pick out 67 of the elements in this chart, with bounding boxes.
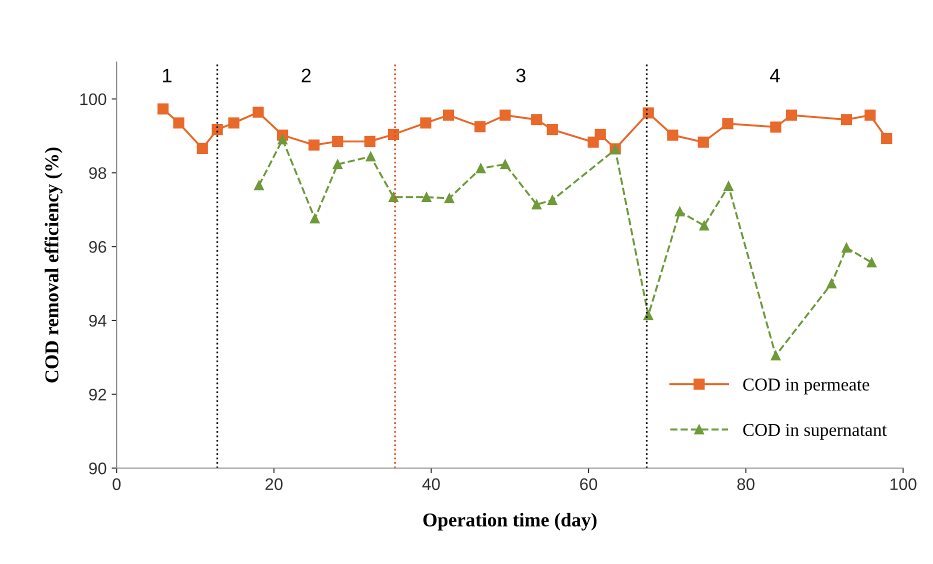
y-tick-label: 96 xyxy=(89,241,106,253)
point xyxy=(474,121,486,132)
point xyxy=(444,193,454,204)
point xyxy=(842,242,852,253)
y-tick-label: 100 xyxy=(80,93,106,106)
y-tick-label: 94 xyxy=(89,314,106,327)
point xyxy=(442,110,454,121)
x-tick-label: 40 xyxy=(422,478,440,490)
point xyxy=(770,121,782,133)
annotation: 3 xyxy=(516,68,526,82)
annotation: 4 xyxy=(770,68,780,82)
point xyxy=(212,124,223,136)
point xyxy=(228,117,240,129)
point xyxy=(500,110,511,121)
legend-label: COD in permeate xyxy=(743,378,870,394)
annotation: 2 xyxy=(302,68,311,82)
point xyxy=(366,152,376,162)
point xyxy=(722,118,734,130)
point xyxy=(531,114,542,126)
x-tick-label: 0 xyxy=(112,478,121,490)
point xyxy=(643,310,654,320)
point xyxy=(546,124,558,136)
point xyxy=(476,164,486,174)
point xyxy=(770,350,781,360)
point xyxy=(826,278,836,288)
point xyxy=(532,200,542,210)
point xyxy=(332,136,344,147)
point xyxy=(388,128,400,140)
point xyxy=(642,107,654,119)
x-tick-label: 60 xyxy=(580,478,598,490)
point xyxy=(422,192,432,202)
point xyxy=(252,106,264,118)
point xyxy=(840,114,852,126)
point xyxy=(364,136,376,147)
point xyxy=(157,103,169,114)
point xyxy=(594,128,606,140)
point xyxy=(698,136,709,148)
point xyxy=(388,192,398,202)
point xyxy=(547,195,558,205)
point xyxy=(864,110,876,121)
x-axis-title: Operation time (day) xyxy=(423,512,597,531)
point xyxy=(786,110,798,121)
annotation: 1 xyxy=(163,68,172,82)
x-tick-label: 80 xyxy=(737,478,754,490)
point xyxy=(699,220,710,230)
point xyxy=(500,159,510,170)
point xyxy=(278,134,288,144)
point xyxy=(420,117,432,129)
y-tick-label: 90 xyxy=(89,462,106,474)
y-tick-label: 92 xyxy=(89,388,106,400)
y-axis-title: COD removal efficiency (%) xyxy=(44,148,62,382)
point xyxy=(674,206,685,216)
point xyxy=(310,214,320,224)
point xyxy=(173,117,184,129)
point xyxy=(667,130,678,141)
x-tick-label: 20 xyxy=(266,478,283,490)
point xyxy=(724,181,734,191)
point xyxy=(308,140,320,151)
point xyxy=(196,142,208,154)
point xyxy=(254,180,264,190)
point xyxy=(881,132,892,144)
x-tick-label: 100 xyxy=(890,478,916,490)
point xyxy=(588,136,599,148)
y-tick-label: 98 xyxy=(89,167,106,179)
point xyxy=(866,258,877,268)
legend-label: COD in supernatant xyxy=(743,424,887,440)
point xyxy=(332,159,342,170)
